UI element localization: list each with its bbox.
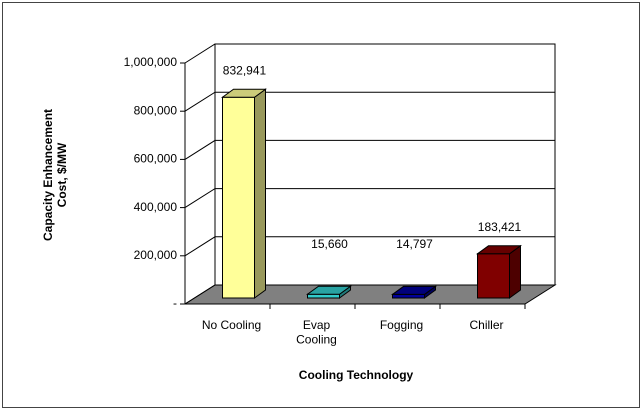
bar <box>305 285 353 299</box>
bar-side <box>254 88 266 299</box>
grid-line <box>184 91 555 112</box>
bar <box>390 285 438 299</box>
y-tick-label: 800,000 <box>134 103 178 117</box>
x-tick-label: Fogging <box>380 318 423 332</box>
y-tick-label: 400,000 <box>134 200 178 214</box>
grid-line <box>184 236 555 257</box>
y-tick-label: 1,000,000 <box>124 55 178 69</box>
bar <box>220 88 268 299</box>
y-tick-label: 200,000 <box>134 248 178 262</box>
bar-front <box>307 293 340 299</box>
y-tick-label: 600,000 <box>134 152 178 166</box>
bar-top <box>220 88 268 98</box>
x-tick-label: Chiller <box>469 318 503 332</box>
bar-front <box>222 96 255 299</box>
x-tick-label: Evap Cooling <box>296 318 337 346</box>
grid-line <box>184 284 555 305</box>
x-tick-label: No Cooling <box>202 318 261 332</box>
bar-top <box>475 245 523 255</box>
value-label: 183,421 <box>478 220 522 234</box>
x-axis-title: Cooling Technology <box>299 368 414 382</box>
grid-line <box>184 188 555 209</box>
value-label: 14,797 <box>396 237 433 251</box>
y-tick-label: - <box>173 296 177 310</box>
bar-front <box>477 253 510 299</box>
grid-line <box>184 43 555 64</box>
bar <box>475 244 523 299</box>
grid-line <box>184 139 555 160</box>
value-label: 15,660 <box>311 237 348 251</box>
bar-top <box>305 285 353 295</box>
bar-front <box>392 293 425 299</box>
y-axis-title: Capacity EnhancementCost, $/MW <box>41 109 69 241</box>
bar-side <box>509 244 521 299</box>
bar-top <box>390 285 438 295</box>
value-label: 832,941 <box>223 63 267 77</box>
